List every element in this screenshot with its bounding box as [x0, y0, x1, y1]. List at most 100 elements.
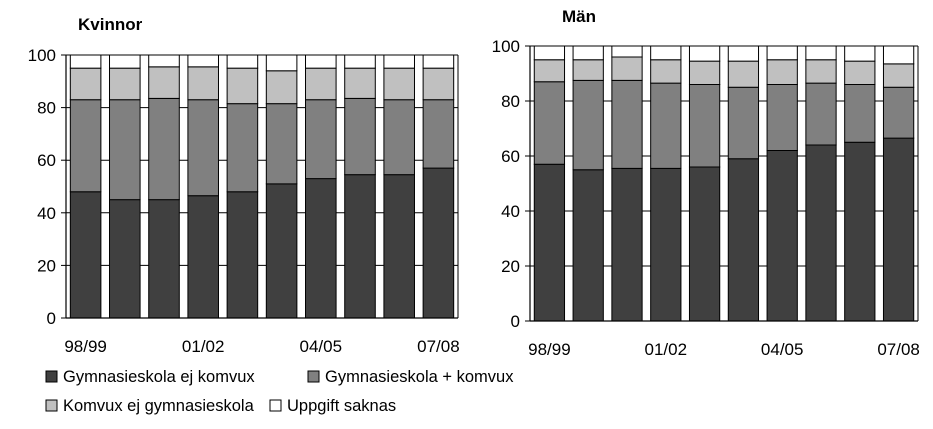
- bar-segment-01-02-s0: [650, 167, 682, 322]
- x-tick-label: 01/02: [182, 337, 225, 356]
- bar-segment-07-08-s0: [882, 137, 915, 322]
- bar-segment-04-05-s1: [766, 84, 798, 151]
- bar-segment-04-05-s1: [305, 99, 337, 180]
- bar-segment-03-04-s0: [265, 183, 298, 319]
- chart-title: Män: [562, 7, 596, 26]
- bar-segment-06-07-s3: [383, 54, 415, 69]
- legend-label: Uppgift saknas: [287, 397, 396, 415]
- bar-segment-02-03-s1: [688, 84, 721, 168]
- bar-segment-98-99-s2: [533, 59, 566, 83]
- bar-segment-01-02-s1: [650, 82, 682, 169]
- bar-segment-07-08-s0: [422, 167, 455, 319]
- y-tick-label: 20: [37, 256, 56, 275]
- y-tick-label: 0: [511, 312, 520, 331]
- bar-segment-06-07-s2: [844, 60, 876, 85]
- bar-segment-99-00-s0: [572, 169, 604, 322]
- bar-segment-06-07-s0: [844, 141, 876, 322]
- bar-segment-01-02-s2: [187, 66, 219, 101]
- legend-swatch: [269, 399, 282, 412]
- bar-segment-99-00-s2: [572, 59, 604, 81]
- bar-segment-99-00-s3: [109, 54, 141, 69]
- bar-segment-99-00-s1: [572, 79, 604, 171]
- bar-segment-02-03-s0: [226, 191, 259, 319]
- y-tick-label: 60: [37, 151, 56, 170]
- bar-segment-01-02-s3: [187, 54, 219, 68]
- bar-segment-99-00-s0: [109, 199, 141, 319]
- bar-segment-00-01-s0: [148, 199, 180, 319]
- bar-segment-98-99-s2: [69, 67, 102, 101]
- legend-label: Komvux ej gymnasieskola: [63, 397, 255, 415]
- bar-segment-02-03-s2: [226, 67, 259, 105]
- bar-segment-04-05-s2: [305, 67, 337, 101]
- bar-segment-05-06-s2: [805, 59, 837, 84]
- bar-segment-07-08-s3: [882, 45, 915, 65]
- bar-segment-00-01-s3: [148, 54, 180, 68]
- x-tick-label: 01/02: [645, 340, 688, 359]
- y-tick-label: 80: [37, 99, 56, 118]
- bar-segment-05-06-s0: [805, 144, 837, 322]
- bar-segment-00-01-s3: [611, 45, 643, 58]
- x-tick-label: 98/99: [64, 337, 107, 356]
- legend-label: Gymnasieskola + komvux: [325, 368, 514, 386]
- bar-segment-07-08-s1: [422, 99, 455, 169]
- bar-segment-03-04-s2: [265, 70, 298, 105]
- bar-segment-03-04-s3: [727, 45, 760, 62]
- bar-segment-02-03-s0: [688, 166, 721, 322]
- bar-segment-03-04-s0: [727, 158, 760, 322]
- chart-title: Kvinnor: [78, 15, 143, 34]
- bar-segment-06-07-s3: [844, 45, 876, 62]
- bar-segment-01-02-s3: [650, 45, 682, 61]
- bar-segment-00-01-s1: [611, 79, 643, 169]
- bar-segment-04-05-s3: [766, 45, 798, 61]
- bar-segment-98-99-s3: [533, 45, 566, 61]
- bar-segment-05-06-s2: [344, 67, 376, 99]
- bar-segment-98-99-s0: [533, 163, 566, 322]
- y-tick-label: 100: [492, 37, 520, 56]
- legend: Gymnasieskola ej komvux Gymnasieskola + k…: [45, 368, 514, 415]
- bar-segment-98-99-s1: [69, 99, 102, 193]
- bar-segment-06-07-s1: [844, 84, 876, 143]
- y-tick-label: 100: [28, 46, 56, 65]
- bar-segment-03-04-s3: [265, 54, 298, 72]
- bar-segment-07-08-s3: [422, 54, 455, 69]
- bar-segment-05-06-s1: [805, 82, 837, 146]
- y-tick-label: 0: [47, 309, 56, 328]
- bar-segment-07-08-s2: [422, 67, 455, 101]
- bar-segment-07-08-s1: [882, 86, 915, 139]
- y-tick-label: 40: [501, 202, 520, 221]
- bar-segment-02-03-s3: [688, 45, 721, 62]
- bar-segment-06-07-s1: [383, 99, 415, 176]
- bar-segment-99-00-s1: [109, 99, 141, 201]
- bar-segment-04-05-s0: [305, 178, 337, 319]
- chart-kvinnor: Kvinnor 0 20 40 60 80 100 98/99 01/02 04/05 07/08: [28, 15, 460, 356]
- bar-segment-02-03-s1: [226, 103, 259, 193]
- x-tick-label: 07/08: [417, 337, 460, 356]
- x-tick-label: 04/05: [761, 340, 804, 359]
- legend-swatch: [45, 399, 58, 412]
- bar-segment-98-99-s1: [533, 81, 566, 165]
- bar-segment-07-08-s2: [882, 63, 915, 88]
- bar-segment-01-02-s1: [187, 99, 219, 197]
- bar-segment-02-03-s2: [688, 60, 721, 85]
- bar-segment-04-05-s2: [766, 59, 798, 85]
- y-tick-label: 20: [501, 257, 520, 276]
- bar-segment-03-04-s1: [265, 103, 298, 185]
- bar-segment-03-04-s2: [727, 60, 760, 88]
- x-tick-label: 07/08: [877, 340, 920, 359]
- bar-segment-99-00-s2: [109, 67, 141, 101]
- bar-segment-99-00-s3: [572, 45, 604, 61]
- bar-segment-04-05-s0: [766, 150, 798, 322]
- bar-segment-01-02-s0: [187, 195, 219, 319]
- bar-segment-06-07-s2: [383, 67, 415, 101]
- bar-segment-00-01-s1: [148, 97, 180, 201]
- bar-segment-05-06-s1: [344, 97, 376, 176]
- bar-segment-98-99-s3: [69, 54, 102, 69]
- bar-segment-06-07-s0: [383, 174, 415, 319]
- legend-label: Gymnasieskola ej komvux: [63, 368, 255, 386]
- chart-man: Män 0 20 40 60 80 100 98/99 01/02 04/05 07/08: [492, 7, 920, 359]
- x-tick-label: 04/05: [300, 337, 343, 356]
- bar-segment-01-02-s2: [650, 59, 682, 84]
- bar-segment-00-01-s2: [148, 66, 180, 99]
- bar-segment-05-06-s3: [344, 54, 376, 69]
